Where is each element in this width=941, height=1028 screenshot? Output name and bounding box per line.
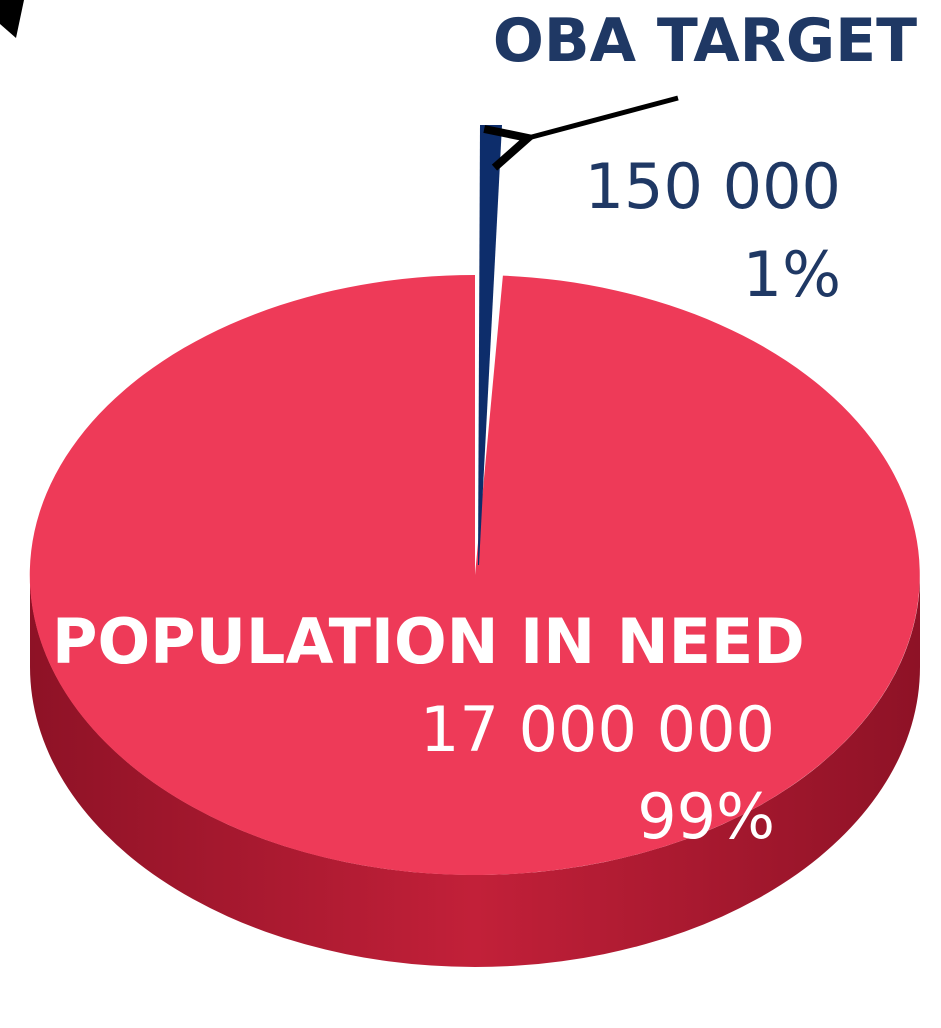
slice-oba-target xyxy=(478,125,502,565)
corner-mark xyxy=(0,0,24,38)
oba-arrow xyxy=(528,95,679,138)
population-in-need-value: 17 000 000 xyxy=(420,693,775,766)
oba-target-label: OBA TARGET xyxy=(492,6,917,76)
oba-target-percent: 1% xyxy=(742,238,841,311)
population-in-need-percent: 99% xyxy=(637,780,775,853)
pie-side xyxy=(30,575,920,967)
slice-population-in-need xyxy=(29,274,920,875)
population-in-need-label: POPULATION IN NEED xyxy=(52,605,805,678)
oba-target-value: 150 000 xyxy=(584,150,841,223)
